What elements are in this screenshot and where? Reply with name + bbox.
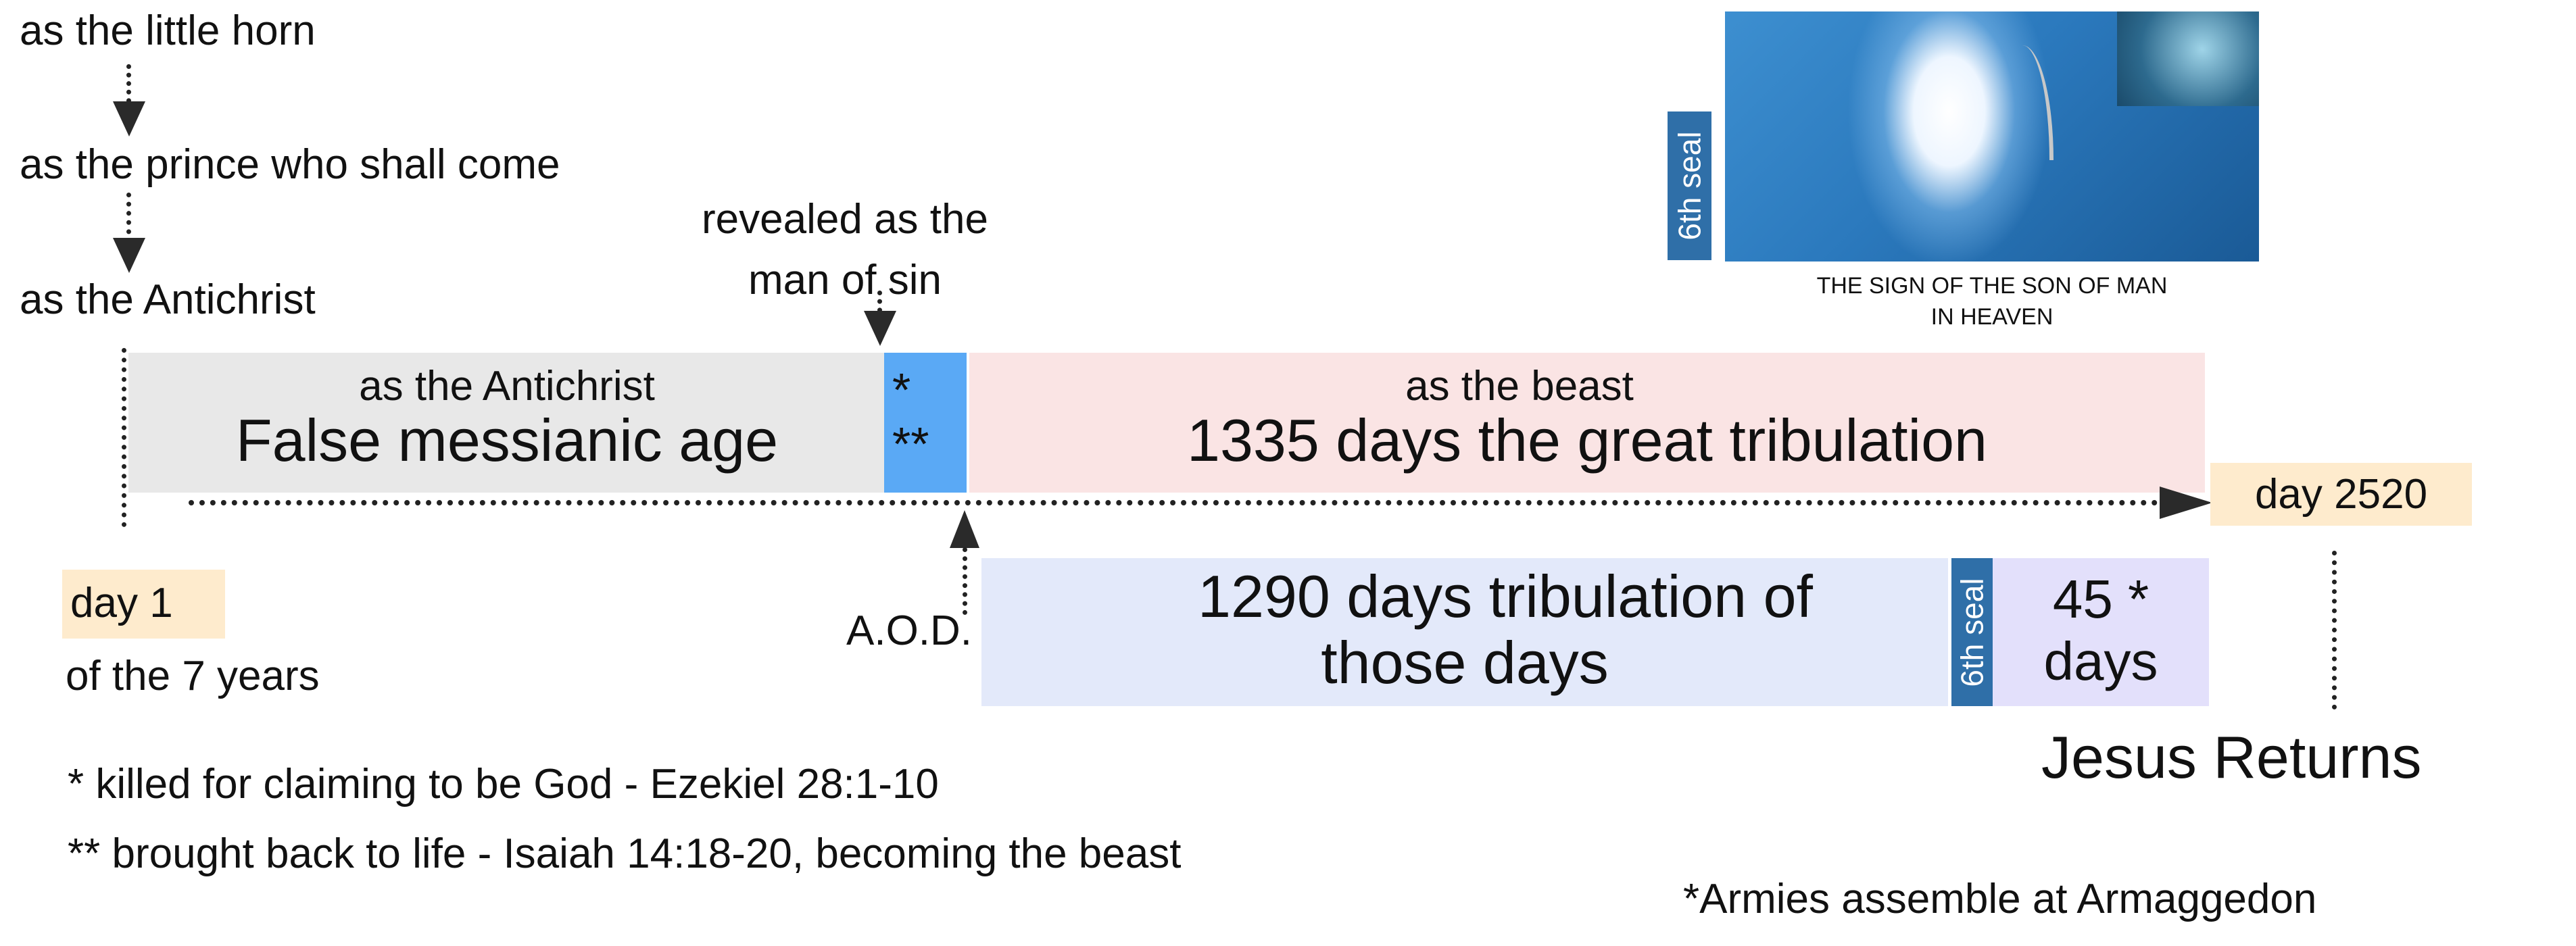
dotted-connector xyxy=(877,291,882,321)
dotted-connector xyxy=(126,193,131,243)
arrow-right-icon xyxy=(2160,487,2212,519)
arrow-up-icon xyxy=(950,510,979,548)
sign-of-son-of-man-image xyxy=(1725,11,2259,262)
day-2520-marker: day 2520 xyxy=(2210,463,2472,526)
period-line1: 45 * xyxy=(2052,569,2149,629)
seal-label-text: 6th seal xyxy=(1672,131,1707,241)
day-1-marker: day 1 xyxy=(62,570,225,639)
footnote-armies: *Armies assemble at Armaggedon xyxy=(1683,876,2317,922)
period-subtitle: as the Antichrist xyxy=(359,363,655,409)
day2520-marker-line xyxy=(2332,551,2337,710)
label-prince: as the prince who shall come xyxy=(20,141,560,188)
false-messianic-age-period: as the Antichrist False messianic age xyxy=(128,353,885,493)
seal-label-text: 6th seal xyxy=(1954,577,1990,687)
period-title: 1335 days the great tribulation xyxy=(1187,407,1987,474)
label-little-horn: as the little horn xyxy=(20,7,316,54)
caption-line1: THE SIGN OF THE SON OF MAN xyxy=(1816,273,2168,299)
jesus-returns-label: Jesus Returns xyxy=(2041,724,2422,791)
period-line2: days xyxy=(2043,631,2158,691)
day-1-subtitle: of the 7 years xyxy=(66,653,320,699)
starfield-image xyxy=(2117,11,2259,106)
marker-single-star: * xyxy=(892,364,911,416)
arrow-down-icon xyxy=(113,238,145,273)
arrow-down-icon xyxy=(864,311,896,346)
label-antichrist: as the Antichrist xyxy=(20,276,316,323)
footnote-killed: * killed for claiming to be God - Ezekie… xyxy=(68,761,939,807)
revealed-line2: man of sin xyxy=(748,257,942,303)
caption-line2: IN HEAVEN xyxy=(1930,304,2053,330)
period-line2: those days xyxy=(1321,629,1609,696)
seal-label-top: 6th seal xyxy=(1668,111,1711,260)
arrow-down-icon xyxy=(113,101,145,136)
aod-marker-line xyxy=(963,547,967,615)
killed-revived-marker: * ** xyxy=(884,353,967,493)
revealed-line1: revealed as the xyxy=(702,196,988,243)
footnote-brought-back: ** brought back to life - Isaiah 14:18-2… xyxy=(68,830,1182,877)
period-subtitle: as the beast xyxy=(1405,363,1634,409)
period-line1: 1290 days tribulation of xyxy=(1198,563,1813,630)
image-caption: THE SIGN OF THE SON OF MAN IN HEAVEN xyxy=(1725,270,2259,332)
great-tribulation-period: as the beast 1335 days the great tribula… xyxy=(969,353,2205,493)
days-45-period: 45 * days xyxy=(1993,558,2209,706)
timeline-axis xyxy=(189,500,2169,505)
marker-double-star: ** xyxy=(892,418,929,470)
dotted-connector xyxy=(126,64,131,111)
seal-marker-bottom: 6th seal xyxy=(1951,558,1993,706)
tribulation-1290-period: 1290 days tribulation of those days xyxy=(981,558,1948,706)
sickle-icon xyxy=(2022,45,2053,160)
revealed-label: revealed as the man of sin xyxy=(662,189,1027,311)
day1-marker-line xyxy=(122,348,126,527)
period-title: False messianic age xyxy=(235,407,779,474)
